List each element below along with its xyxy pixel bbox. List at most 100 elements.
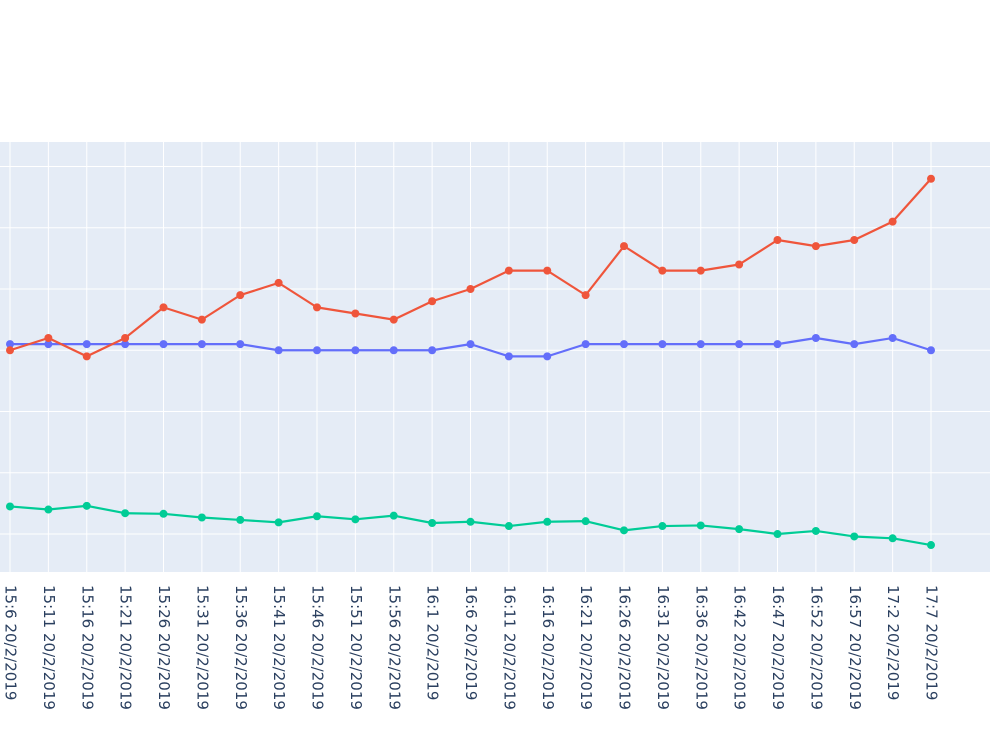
data-point <box>82 352 91 361</box>
data-point <box>696 521 705 530</box>
data-point <box>82 501 91 510</box>
data-point <box>773 340 782 349</box>
x-tick-label: 16:47 20/2/2019 <box>769 585 787 710</box>
horizontal-gridlines <box>0 166 990 535</box>
data-point <box>82 340 91 349</box>
data-point <box>581 291 590 300</box>
data-point <box>735 260 744 269</box>
x-tick-label: 16:42 20/2/2019 <box>731 585 749 710</box>
data-point <box>313 346 321 355</box>
x-tick-label: 15:51 20/2/2019 <box>347 585 365 710</box>
data-point <box>428 518 437 527</box>
data-point <box>44 340 53 349</box>
data-point <box>121 509 130 518</box>
data-point <box>236 515 245 524</box>
data-point <box>236 291 245 300</box>
data-point <box>927 541 935 550</box>
data-point <box>6 346 14 355</box>
x-tick-label: 16:11 20/2/2019 <box>500 585 518 710</box>
x-tick-label: 17:7 20/2/2019 <box>923 585 941 700</box>
data-point <box>888 334 897 343</box>
data-point <box>811 334 820 343</box>
data-point <box>466 285 475 294</box>
data-point <box>389 315 398 324</box>
data-point <box>274 278 283 287</box>
x-tick-label: 15:41 20/2/2019 <box>270 585 288 710</box>
data-point <box>428 346 437 355</box>
x-tick-label: 15:11 20/2/2019 <box>40 585 58 710</box>
x-tick-label: 17:2 20/2/2019 <box>884 585 902 700</box>
data-point <box>121 340 130 349</box>
x-tick-label: 15:31 20/2/2019 <box>193 585 211 710</box>
data-point <box>159 509 168 518</box>
data-point <box>888 217 897 226</box>
data-point <box>620 242 628 251</box>
x-tick-label: 16:21 20/2/2019 <box>577 585 595 710</box>
x-tick-label: 16:57 20/2/2019 <box>846 585 864 710</box>
data-point <box>236 340 245 349</box>
x-tick-label: 16:52 20/2/2019 <box>807 585 825 710</box>
data-point <box>696 340 705 349</box>
x-tick-label: 15:46 20/2/2019 <box>309 585 327 710</box>
data-point <box>504 352 513 361</box>
data-point <box>543 266 552 275</box>
data-point <box>313 303 321 312</box>
x-tick-label: 16:26 20/2/2019 <box>616 585 634 710</box>
data-point <box>773 530 782 539</box>
data-point <box>543 517 552 526</box>
data-point <box>274 346 283 355</box>
data-point <box>159 340 168 349</box>
x-tick-label: 15:21 20/2/2019 <box>117 585 135 710</box>
data-point <box>197 513 206 522</box>
series-1 <box>6 334 935 361</box>
x-tick-label: 16:6 20/2/2019 <box>462 585 480 700</box>
data-point <box>658 266 667 275</box>
x-tick-label: 15:6 20/2/2019 <box>2 585 20 700</box>
data-point <box>927 346 935 355</box>
data-point <box>313 512 321 521</box>
data-point <box>543 352 552 361</box>
data-point <box>581 340 590 349</box>
data-point <box>428 297 437 306</box>
data-point <box>274 518 283 527</box>
x-tick-label: 16:36 20/2/2019 <box>692 585 710 710</box>
x-tick-label: 15:26 20/2/2019 <box>155 585 173 710</box>
data-point <box>850 340 859 349</box>
data-point <box>197 315 206 324</box>
data-point <box>811 526 820 535</box>
series-layer <box>6 174 935 550</box>
data-point <box>389 511 398 520</box>
data-point <box>735 525 744 534</box>
data-point <box>389 346 398 355</box>
data-point <box>351 346 360 355</box>
data-point <box>6 340 14 349</box>
data-point <box>504 266 513 275</box>
data-point <box>466 340 475 349</box>
data-point <box>658 340 667 349</box>
series-2 <box>6 174 935 361</box>
data-point <box>351 309 360 318</box>
data-point <box>811 242 820 251</box>
data-point <box>658 522 667 531</box>
data-point <box>927 174 935 183</box>
data-point <box>581 517 590 526</box>
data-point <box>504 522 513 531</box>
x-tick-label: 16:16 20/2/2019 <box>539 585 557 710</box>
x-tick-label: 15:56 20/2/2019 <box>385 585 403 710</box>
x-tick-label: 15:16 20/2/2019 <box>78 585 96 710</box>
data-point <box>466 517 475 526</box>
x-tick-label: 16:1 20/2/2019 <box>424 585 442 700</box>
x-tick-label: 15:36 20/2/2019 <box>232 585 250 710</box>
data-point <box>850 236 859 245</box>
plot-background <box>0 142 990 572</box>
series-3 <box>6 501 935 550</box>
data-point <box>121 334 130 343</box>
data-point <box>850 532 859 541</box>
data-point <box>773 236 782 245</box>
x-tick-labels: 15:6 20/2/2019 15:11 20/2/2019 15:16 20/2/… <box>2 585 941 710</box>
data-point <box>696 266 705 275</box>
data-point <box>620 340 628 349</box>
data-point <box>44 334 53 343</box>
data-point <box>620 526 628 535</box>
